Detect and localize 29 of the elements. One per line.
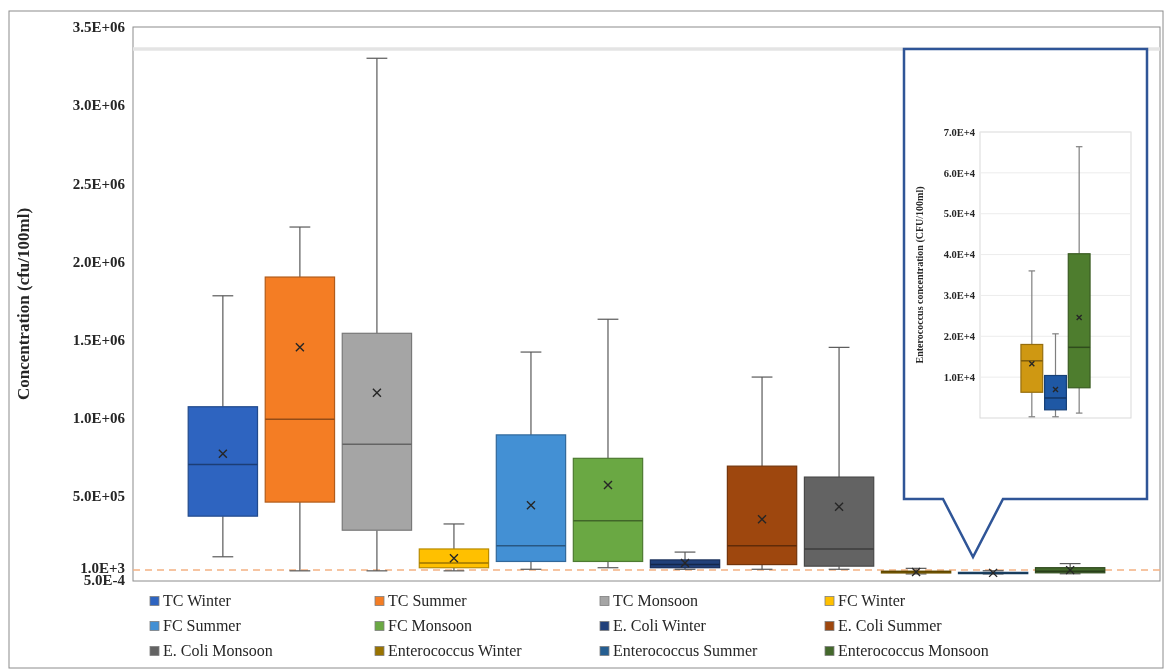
legend-label: TC Winter <box>163 592 232 610</box>
y-tick-label: 5.0E+4 <box>943 208 976 220</box>
legend-label: FC Monsoon <box>388 617 473 635</box>
legend-label: Enterococcus Winter <box>388 642 523 660</box>
y-axis-title: Enterococcus concentration (CFU/100ml) <box>914 186 926 364</box>
y-tick-label: 2.5E+06 <box>72 175 126 192</box>
legend-label: E. Coli Monsoon <box>163 642 273 660</box>
y-tick-label: 1.0E+4 <box>943 371 976 383</box>
legend-label: TC Monsoon <box>613 592 698 610</box>
y-tick-label: 5.0E-4 <box>83 572 126 589</box>
legend-label: Enterococcus Summer <box>613 642 759 660</box>
legend-label: Enterococcus Monsoon <box>838 642 989 660</box>
y-tick-label: 1.5E+06 <box>72 331 126 348</box>
y-tick-label: 2.0E+06 <box>72 253 126 270</box>
legend-label: E. Coli Summer <box>838 617 943 635</box>
y-axis-title: Concentration (cfu/100ml) <box>14 207 33 401</box>
y-tick-label: 7.0E+4 <box>943 126 976 138</box>
y-tick-label: 3.0E+4 <box>943 290 976 302</box>
y-tick-label: 6.0E+4 <box>943 167 976 179</box>
y-tick-label: 3.5E+06 <box>72 19 126 36</box>
y-tick-label: 5.0E+05 <box>72 488 125 505</box>
legend-label: E. Coli Winter <box>613 617 707 635</box>
legend-label: FC Summer <box>163 617 242 635</box>
y-tick-label: 1.0E+06 <box>72 409 126 426</box>
y-tick-label: 4.0E+4 <box>943 249 976 261</box>
y-tick-label: 2.0E+4 <box>943 330 976 342</box>
legend-label: FC Winter <box>838 592 906 610</box>
legend-label: TC Summer <box>388 592 468 610</box>
y-tick-label: 3.0E+06 <box>72 97 126 114</box>
